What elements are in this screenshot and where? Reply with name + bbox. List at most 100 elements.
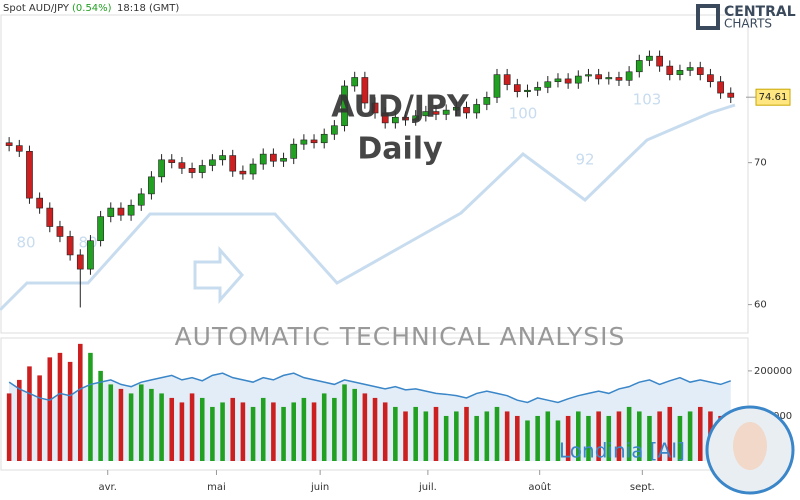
candle-body (117, 207, 125, 216)
volume-bar (515, 415, 520, 461)
volume-bar (423, 411, 429, 461)
last-price-box (755, 88, 791, 106)
volume-bar (189, 393, 195, 461)
volume-bar (697, 406, 703, 461)
candle-body (442, 109, 450, 115)
candle-body (574, 75, 582, 84)
volume-bar (159, 393, 164, 461)
watermark-line (0, 103, 736, 312)
logo-icon (696, 4, 720, 30)
volume-bar (220, 402, 225, 461)
candle-body (97, 216, 104, 242)
candle-body (26, 150, 33, 199)
volume-bar (98, 370, 103, 461)
candle-body (544, 81, 552, 88)
volume-bar (149, 388, 154, 461)
volume-bar (606, 415, 612, 461)
watermark-title: AUD/JPY (331, 90, 470, 125)
volume-bar (626, 406, 632, 461)
volume-bar (108, 384, 114, 461)
volume-bar (382, 402, 388, 461)
candle-body (452, 106, 460, 111)
candle-body (198, 165, 206, 173)
candle-body (564, 78, 572, 84)
volume-bar (17, 379, 22, 461)
volume-bar (281, 406, 286, 461)
volume-bar (128, 393, 134, 461)
volume-bar (352, 388, 357, 461)
candle-body (402, 116, 409, 121)
volume-bar (179, 402, 185, 461)
volume-bar (67, 361, 73, 461)
volume-bar (240, 402, 246, 461)
volume-bar (57, 352, 63, 461)
candle-body (178, 162, 186, 169)
candle-body (513, 84, 521, 92)
volume-bar (291, 402, 297, 461)
volume-bar (525, 420, 530, 461)
volume-bar (342, 384, 347, 461)
volume-bar (484, 411, 490, 461)
volume-bar (647, 415, 652, 461)
x-tick-label: juil. (418, 482, 437, 493)
candle-body (381, 112, 389, 124)
volume-bar (657, 411, 662, 461)
volume-bar (260, 397, 266, 461)
candle-body (5, 142, 13, 146)
price-frame (0, 14, 749, 334)
volume-bar (210, 406, 215, 461)
candle-body (280, 158, 287, 162)
candle-body (605, 77, 613, 80)
candle-body (239, 170, 247, 175)
x-tick-label: août (528, 481, 551, 493)
volume-bar (636, 411, 642, 461)
line (8, 372, 732, 404)
candle-body (534, 87, 541, 91)
volume-bar (199, 397, 205, 461)
candle-body (249, 163, 257, 175)
volume-bar (596, 411, 601, 461)
volume-bar (535, 415, 540, 461)
candle-body (707, 74, 714, 83)
candle-body (259, 153, 267, 165)
volume-bar (77, 343, 83, 461)
volume-bar (504, 411, 510, 461)
volume-bar (230, 397, 236, 461)
candle-body (341, 85, 348, 127)
watermark-score: 80 (16, 234, 35, 252)
header-time: 18:18 (GMT) (117, 3, 179, 14)
candle-body (36, 197, 43, 209)
volume-bar (464, 406, 469, 461)
volume-bar (403, 411, 408, 461)
volume-bar (301, 397, 307, 461)
brand: Londinia [AI] (559, 439, 685, 463)
volume-bar (413, 406, 418, 461)
candle-body (463, 106, 470, 114)
candle-body (392, 116, 399, 124)
volume-bar (271, 402, 276, 461)
candle-body (676, 70, 684, 75)
x-tick-label: avr. (99, 482, 117, 493)
candle-body (188, 168, 196, 173)
volume-bar (545, 411, 551, 461)
x-tick-label: juin (310, 482, 329, 493)
volume-bar (138, 384, 144, 461)
volume-bar (118, 388, 124, 461)
candle-body (270, 153, 277, 162)
candle-body (66, 236, 74, 256)
candle-body (148, 176, 155, 195)
volume-bar (677, 415, 683, 461)
candle-body (666, 65, 674, 75)
candle-body (524, 89, 531, 92)
header-change: (0.54%) (72, 3, 112, 14)
avatar-face (733, 422, 767, 470)
candle-body (158, 159, 165, 178)
watermark: 80 80 100 92 103 (0, 91, 736, 312)
candle-body (331, 125, 338, 135)
volume-bar (362, 393, 368, 461)
logo-text: CHARTS (724, 17, 772, 31)
candle-body (595, 74, 602, 80)
candle-body (107, 207, 115, 217)
candle-body (56, 226, 64, 237)
volume-bar (6, 393, 12, 461)
